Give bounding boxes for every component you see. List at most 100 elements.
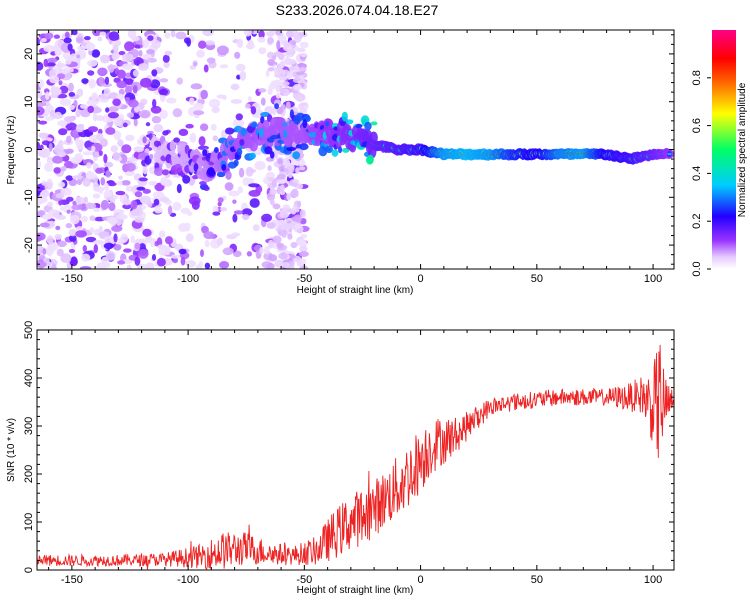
- spectrogram-cell: [290, 241, 298, 249]
- y-tick-label-3: 10: [23, 96, 35, 108]
- spectrogram-cell: [82, 177, 91, 187]
- spectrogram-cell: [280, 104, 286, 109]
- spectrogram-cell: [79, 266, 92, 269]
- spectrogram-cell: [47, 243, 59, 251]
- spectrogram-cell: [54, 111, 62, 120]
- spectrogram-cell: [300, 102, 309, 107]
- spectrogram-cell: [266, 222, 276, 229]
- snr-frame: [36, 329, 675, 571]
- spectrogram-cell: [71, 30, 78, 36]
- spectrogram-cell: [295, 207, 300, 213]
- spectrogram-cell: [41, 140, 51, 146]
- spectrogram-cell: [132, 85, 138, 94]
- spectrogram-cell: [299, 245, 308, 252]
- spectrogram-cell: [127, 99, 139, 108]
- snr-x-label: Height of straight line (km): [297, 585, 414, 596]
- spectrogram-cell: [186, 211, 193, 216]
- spectrogram-cell: [166, 97, 177, 104]
- spectrogram-cell: [345, 119, 354, 125]
- spectrogram-cell: [205, 40, 215, 46]
- spectrogram-cell: [80, 253, 91, 262]
- spectrogram-cell: [100, 199, 109, 210]
- spectrogram-cell: [274, 259, 285, 268]
- spectrogram-cell: [318, 146, 328, 157]
- spectrogram-cell: [65, 122, 78, 131]
- spectrogram-cell: [216, 45, 229, 56]
- spectrogram-cell: [121, 180, 131, 186]
- spectrogram-cell: [104, 76, 110, 85]
- spectrogram-cell: [247, 39, 255, 50]
- spectrogram-cell: [267, 58, 276, 66]
- spectrogram-cell: [172, 258, 178, 264]
- spectrogram-cell: [130, 200, 138, 210]
- spectrogram-cell: [232, 213, 238, 223]
- spectrogram-cell: [133, 118, 138, 127]
- spectrogram-cell: [84, 36, 91, 41]
- spectrogram-cell: [113, 130, 122, 141]
- spectrogram-cell: [203, 231, 215, 240]
- spectrogram-cell: [176, 77, 183, 85]
- spectrogram-cell: [105, 127, 116, 135]
- spectrogram-cell: [66, 209, 71, 214]
- spectrogram-cell: [331, 149, 339, 157]
- spectrogram-cell: [152, 98, 157, 108]
- spectrogram-cell: [170, 30, 176, 38]
- spectrogram-cell: [248, 152, 256, 160]
- spectrogram-cell: [217, 201, 222, 207]
- spectrogram-cell: [58, 181, 66, 188]
- spectrogram-cell: [298, 67, 307, 72]
- spectrogram-cell: [103, 242, 114, 250]
- colorbar-tick-label-2: 0.4: [691, 166, 703, 181]
- spectrogram-cell: [289, 164, 295, 170]
- spectrogram-cell: [185, 123, 194, 129]
- spectrogram-cell: [138, 50, 143, 57]
- spectrogram-cell: [235, 113, 243, 121]
- spectrogram-cell: [299, 41, 309, 49]
- spectrogram-cell: [133, 146, 145, 153]
- spectrogram-cell: [267, 88, 273, 95]
- spectrogram-cell: [71, 175, 84, 180]
- spectrogram-cell: [68, 248, 76, 254]
- spectrogram-cell: [272, 235, 282, 244]
- spectrogram-cell: [286, 193, 292, 201]
- spectrogram-cell: [126, 157, 137, 162]
- spectrogram-cell: [185, 260, 197, 268]
- spectrogram-cell: [69, 67, 74, 73]
- spectrogram-cell: [244, 103, 251, 109]
- spectrogram-cell: [296, 260, 304, 267]
- spectrogram-cell: [267, 67, 275, 72]
- spectrogram-cell: [266, 31, 275, 37]
- spectrogram-cell: [176, 183, 182, 194]
- spectrogram-cell: [124, 97, 131, 102]
- spectrogram-cell: [71, 204, 83, 211]
- spectrogram-cell: [103, 236, 116, 242]
- spectrogram-cell: [178, 248, 187, 255]
- spectrogram-cell: [203, 186, 210, 191]
- spectrogram-cell: [39, 222, 50, 228]
- y-tick-label-2: 200: [23, 465, 35, 483]
- x-tick-label-4: 50: [531, 273, 543, 285]
- spectrogram-cell: [211, 106, 220, 114]
- spectrogram-cell: [202, 30, 214, 37]
- spectrogram-cell: [298, 251, 309, 257]
- spectrogram-cell: [298, 166, 306, 171]
- snr-axes: -150 -100 -50 0 50 100 0 100 200 300 400 500: [23, 321, 674, 586]
- spectrogram-cell: [189, 132, 197, 143]
- spectrogram-cell: [153, 124, 164, 133]
- spectrogram-cell: [81, 215, 88, 223]
- spectrogram-cell: [121, 144, 132, 154]
- spectrogram-cell: [113, 47, 119, 55]
- spectrogram-cell: [214, 147, 219, 153]
- spectrogram-cell: [61, 69, 69, 74]
- spectrogram-cell: [193, 110, 205, 116]
- y-tick-label-4: 20: [23, 48, 35, 60]
- spectrogram-cell: [39, 148, 51, 158]
- y-tick-label-5: 500: [23, 321, 35, 339]
- spectrogram-cell: [196, 49, 205, 58]
- spectrogram-cell: [107, 112, 119, 119]
- spectrogram-cell: [103, 161, 114, 168]
- y-tick-label-2: 0: [23, 146, 35, 152]
- colorbar: 0.0 0.2 0.4 0.6 0.8 Normalized spectral ampl…: [691, 30, 748, 277]
- spectrogram-cell: [116, 214, 128, 220]
